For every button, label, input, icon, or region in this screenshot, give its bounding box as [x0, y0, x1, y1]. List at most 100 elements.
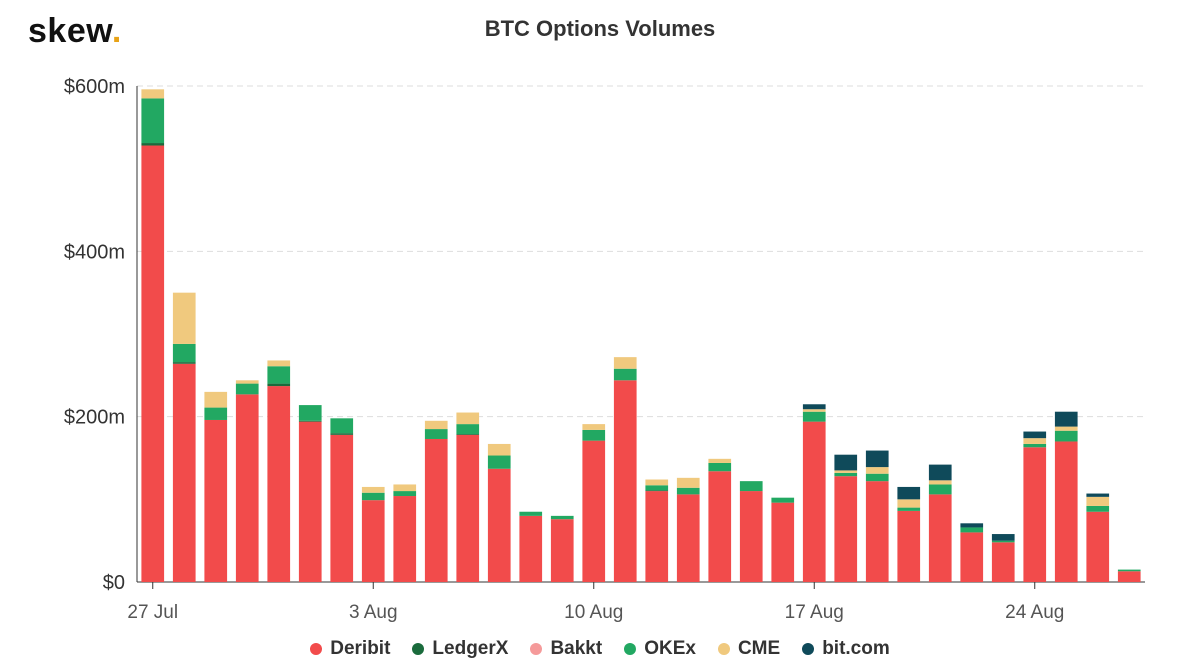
bar-okex-5	[298, 405, 322, 421]
bar-deribit-7	[361, 500, 385, 582]
bar-cme-25	[928, 480, 952, 485]
bar-deribit-19	[739, 491, 763, 582]
bar-deribit-11	[487, 468, 511, 582]
bar-bit-com-22	[834, 454, 858, 471]
bar-deribit-12	[519, 515, 543, 582]
bar-deribit-22	[834, 476, 858, 582]
bar-ledgerx-6	[330, 433, 354, 435]
bar-okex-22	[834, 472, 858, 477]
bar-bit-com-29	[1054, 411, 1078, 427]
legend-label: LedgerX	[432, 638, 509, 659]
bar-deribit-1	[172, 363, 196, 582]
bar-cme-11	[487, 443, 511, 456]
bar-cme-2	[204, 391, 228, 408]
bar-okex-26	[960, 527, 984, 533]
bar-cme-29	[1054, 426, 1078, 431]
bar-deribit-28	[1023, 447, 1047, 582]
bar-cme-4	[267, 360, 291, 367]
x-tick-label: 3 Aug	[349, 602, 398, 623]
bar-deribit-5	[298, 421, 322, 582]
bar-okex-4	[267, 366, 291, 384]
legend-swatch	[802, 643, 815, 655]
legend-item-bakkt[interactable]: Bakkt	[530, 638, 602, 660]
bar-cme-9	[424, 420, 448, 430]
bar-bit-com-28	[1023, 431, 1047, 439]
bar-ledgerx-16	[645, 490, 669, 492]
y-tick-label: $400m	[64, 241, 125, 263]
bar-okex-13	[550, 515, 574, 520]
bar-deribit-14	[582, 440, 606, 582]
legend-label: Bakkt	[550, 638, 603, 659]
legend-swatch	[412, 643, 425, 655]
legend-swatch	[624, 643, 637, 655]
bar-ledgerx-0	[141, 143, 165, 146]
bar-cme-22	[834, 470, 858, 473]
bar-deribit-9	[424, 438, 448, 582]
bar-okex-0	[141, 98, 165, 144]
legend-label: bit.com	[822, 638, 890, 659]
bar-okex-1	[172, 343, 196, 363]
bar-deribit-29	[1054, 441, 1078, 582]
bar-deribit-4	[267, 386, 291, 582]
legend-item-deribit[interactable]: Deribit	[310, 638, 390, 660]
bar-cme-30	[1086, 496, 1110, 506]
bar-cme-23	[865, 467, 889, 474]
y-tick-label: $600m	[64, 76, 125, 98]
bar-deribit-30	[1086, 511, 1110, 582]
bar-okex-19	[739, 481, 763, 492]
bar-bit-com-26	[960, 523, 984, 528]
bar-cme-8	[393, 484, 417, 492]
x-tick-label: 24 Aug	[1005, 602, 1064, 623]
bar-deribit-18	[708, 471, 732, 582]
chart-title: BTC Options Volumes	[484, 16, 716, 41]
legend-label: CME	[737, 638, 781, 659]
bar-cme-17	[676, 477, 700, 488]
legend-item-okex[interactable]: OKEx	[624, 638, 696, 660]
bar-deribit-23	[865, 481, 889, 582]
bar-okex-21	[802, 411, 826, 422]
bar-bit-com-23	[865, 450, 889, 468]
bar-deribit-26	[960, 532, 984, 582]
legend-item-ledgerx[interactable]: LedgerX	[412, 638, 508, 660]
bar-deribit-15	[613, 380, 637, 582]
bar-okex-27	[991, 540, 1015, 543]
bar-cme-16	[645, 479, 669, 486]
bar-deribit-16	[645, 491, 669, 582]
bar-deribit-2	[204, 419, 228, 582]
bar-bit-com-30	[1086, 493, 1110, 497]
bar-cme-28	[1023, 438, 1047, 444]
bar-deribit-20	[771, 502, 795, 582]
bar-ledgerx-5	[298, 420, 322, 422]
legend-item-bit-com[interactable]: bit.com	[802, 638, 890, 660]
bar-deribit-24	[897, 510, 921, 582]
bar-okex-20	[771, 497, 795, 503]
x-tick-label: 10 Aug	[564, 602, 623, 623]
bar-cme-3	[235, 380, 259, 384]
bar-bit-com-24	[897, 486, 921, 500]
legend-item-cme[interactable]: CME	[717, 638, 781, 660]
bar-bit-com-25	[928, 464, 952, 481]
bar-deribit-21	[802, 421, 826, 582]
legend-label: Deribit	[330, 638, 391, 659]
bar-okex-10	[456, 424, 480, 435]
bar-deribit-0	[141, 145, 165, 582]
bar-ledgerx-4	[267, 383, 291, 387]
bar-cme-1	[172, 292, 196, 344]
legend-swatch	[717, 643, 730, 655]
bar-deribit-6	[330, 434, 354, 582]
x-tick-label: 17 Aug	[785, 602, 844, 623]
bar-deribit-8	[393, 496, 417, 582]
legend-label: OKEx	[644, 638, 696, 659]
bar-okex-23	[865, 473, 889, 482]
bar-okex-25	[928, 484, 952, 495]
bar-cme-14	[582, 424, 606, 430]
bar-bit-com-21	[802, 404, 826, 410]
bar-deribit-27	[991, 542, 1015, 582]
bar-okex-11	[487, 455, 511, 469]
bar-okex-18	[708, 462, 732, 472]
bar-okex-8	[393, 491, 417, 497]
bar-bit-com-27	[991, 534, 1015, 541]
skew-logo: skew.	[28, 12, 122, 50]
bar-deribit-13	[550, 519, 574, 582]
x-tick-label: 27 Jul	[127, 602, 178, 623]
